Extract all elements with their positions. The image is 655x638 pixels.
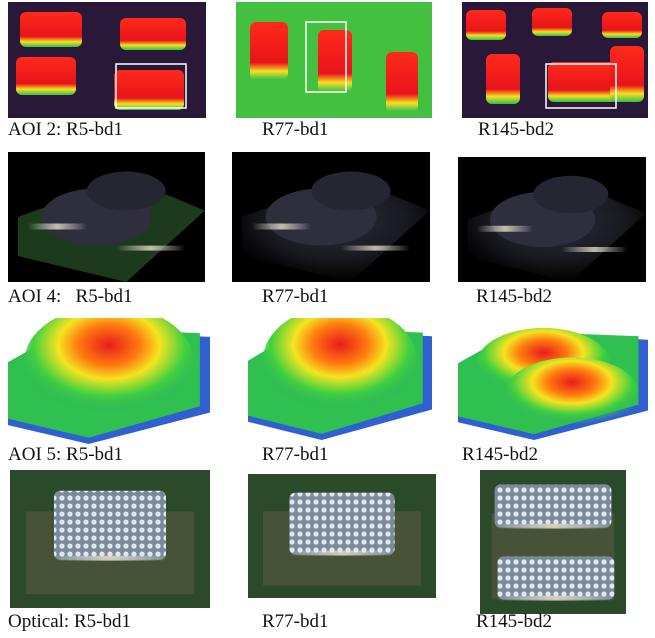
block bbox=[532, 8, 572, 36]
caption: R77-bd1 bbox=[262, 445, 329, 465]
block bbox=[386, 52, 418, 112]
block bbox=[20, 12, 82, 47]
image-panel bbox=[248, 474, 436, 598]
block bbox=[16, 57, 76, 95]
image-panel bbox=[10, 470, 210, 608]
caption: R145-bd2 bbox=[476, 287, 552, 307]
block bbox=[548, 62, 618, 102]
image-panel bbox=[480, 470, 626, 614]
figure: AOI 2: R5-bd1 R77-bd1 R145-bd2 AOI 4: R5-bd… bbox=[0, 0, 655, 638]
block bbox=[610, 46, 644, 102]
caption: AOI 4: R5-bd1 bbox=[8, 287, 133, 307]
block bbox=[602, 12, 642, 38]
image-panel bbox=[8, 152, 205, 282]
block bbox=[466, 10, 506, 40]
block bbox=[120, 18, 186, 50]
image-panel bbox=[462, 2, 648, 118]
caption: R145-bd2 bbox=[476, 612, 552, 632]
block bbox=[486, 54, 520, 104]
caption: Optical: R5-bd1 bbox=[8, 612, 131, 632]
caption: R77-bd1 bbox=[262, 612, 329, 632]
image-panel bbox=[236, 2, 432, 118]
image-panel bbox=[8, 318, 210, 444]
caption: R145-bd2 bbox=[478, 120, 554, 140]
caption: R145-bd2 bbox=[462, 445, 538, 465]
image-panel bbox=[458, 322, 648, 440]
block bbox=[250, 22, 288, 80]
image-panel bbox=[8, 2, 206, 118]
caption: R77-bd1 bbox=[262, 287, 329, 307]
caption: AOI 5: R5-bd1 bbox=[8, 445, 123, 465]
block bbox=[114, 70, 184, 110]
caption: R77-bd1 bbox=[262, 120, 329, 140]
block bbox=[318, 30, 352, 92]
image-panel bbox=[248, 318, 432, 440]
image-panel bbox=[232, 152, 430, 282]
image-panel bbox=[458, 157, 646, 282]
caption: AOI 2: R5-bd1 bbox=[8, 120, 123, 140]
